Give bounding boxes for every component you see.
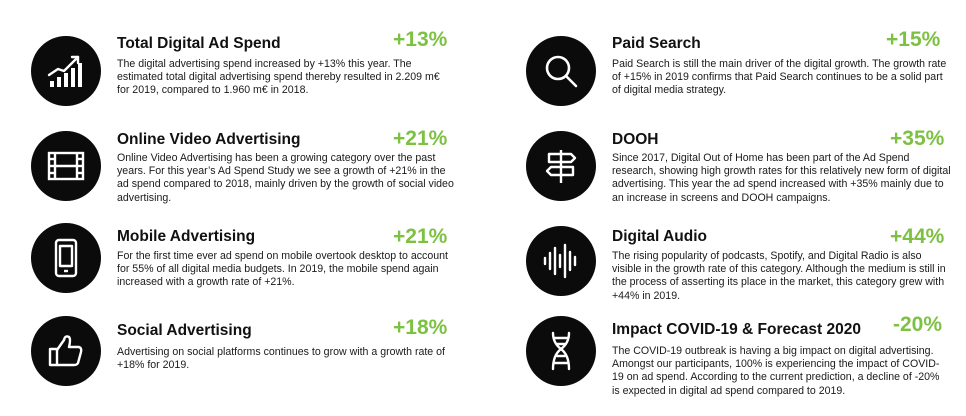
growth-percent: +13% xyxy=(393,28,448,51)
growth-percent: +21% xyxy=(393,225,448,248)
card-title: Paid Search xyxy=(612,35,701,52)
card-description: Paid Search is still the main driver of … xyxy=(612,58,947,97)
thumbs-up-icon xyxy=(31,316,101,386)
growth-chart-icon xyxy=(31,36,101,106)
magnifier-icon xyxy=(526,36,596,106)
film-strip-icon xyxy=(31,131,101,201)
dna-icon xyxy=(526,316,596,386)
card-description: The rising popularity of podcasts, Spoti… xyxy=(612,250,946,302)
card-description: The digital advertising spend increased … xyxy=(117,58,440,97)
card-title: Impact COVID-19 & Forecast 2020 xyxy=(612,321,861,338)
card-title: DOOH xyxy=(612,131,659,148)
growth-percent: +35% xyxy=(890,127,945,150)
card-title: Social Advertising xyxy=(117,322,252,339)
growth-percent: +21% xyxy=(393,127,448,150)
card-description: Since 2017, Digital Out of Home has been… xyxy=(612,152,951,204)
sound-wave-icon xyxy=(526,226,596,296)
card-title: Digital Audio xyxy=(612,228,707,245)
growth-percent: -20% xyxy=(893,313,943,336)
card-description: Online Video Advertising has been a grow… xyxy=(117,152,454,204)
card-title: Mobile Advertising xyxy=(117,228,256,245)
card-description: For the first time ever ad spend on mobi… xyxy=(117,250,448,289)
signpost-icon xyxy=(526,131,596,201)
smartphone-icon xyxy=(31,223,101,293)
card-title: Online Video Advertising xyxy=(117,131,301,148)
card-description: Advertising on social platforms continue… xyxy=(117,346,445,372)
growth-percent: +18% xyxy=(393,316,448,339)
growth-percent: +15% xyxy=(886,28,941,51)
growth-percent: +44% xyxy=(890,225,945,248)
card-description: The COVID-19 outbreak is having a big im… xyxy=(612,345,940,397)
card-title: Total Digital Ad Spend xyxy=(117,35,281,52)
